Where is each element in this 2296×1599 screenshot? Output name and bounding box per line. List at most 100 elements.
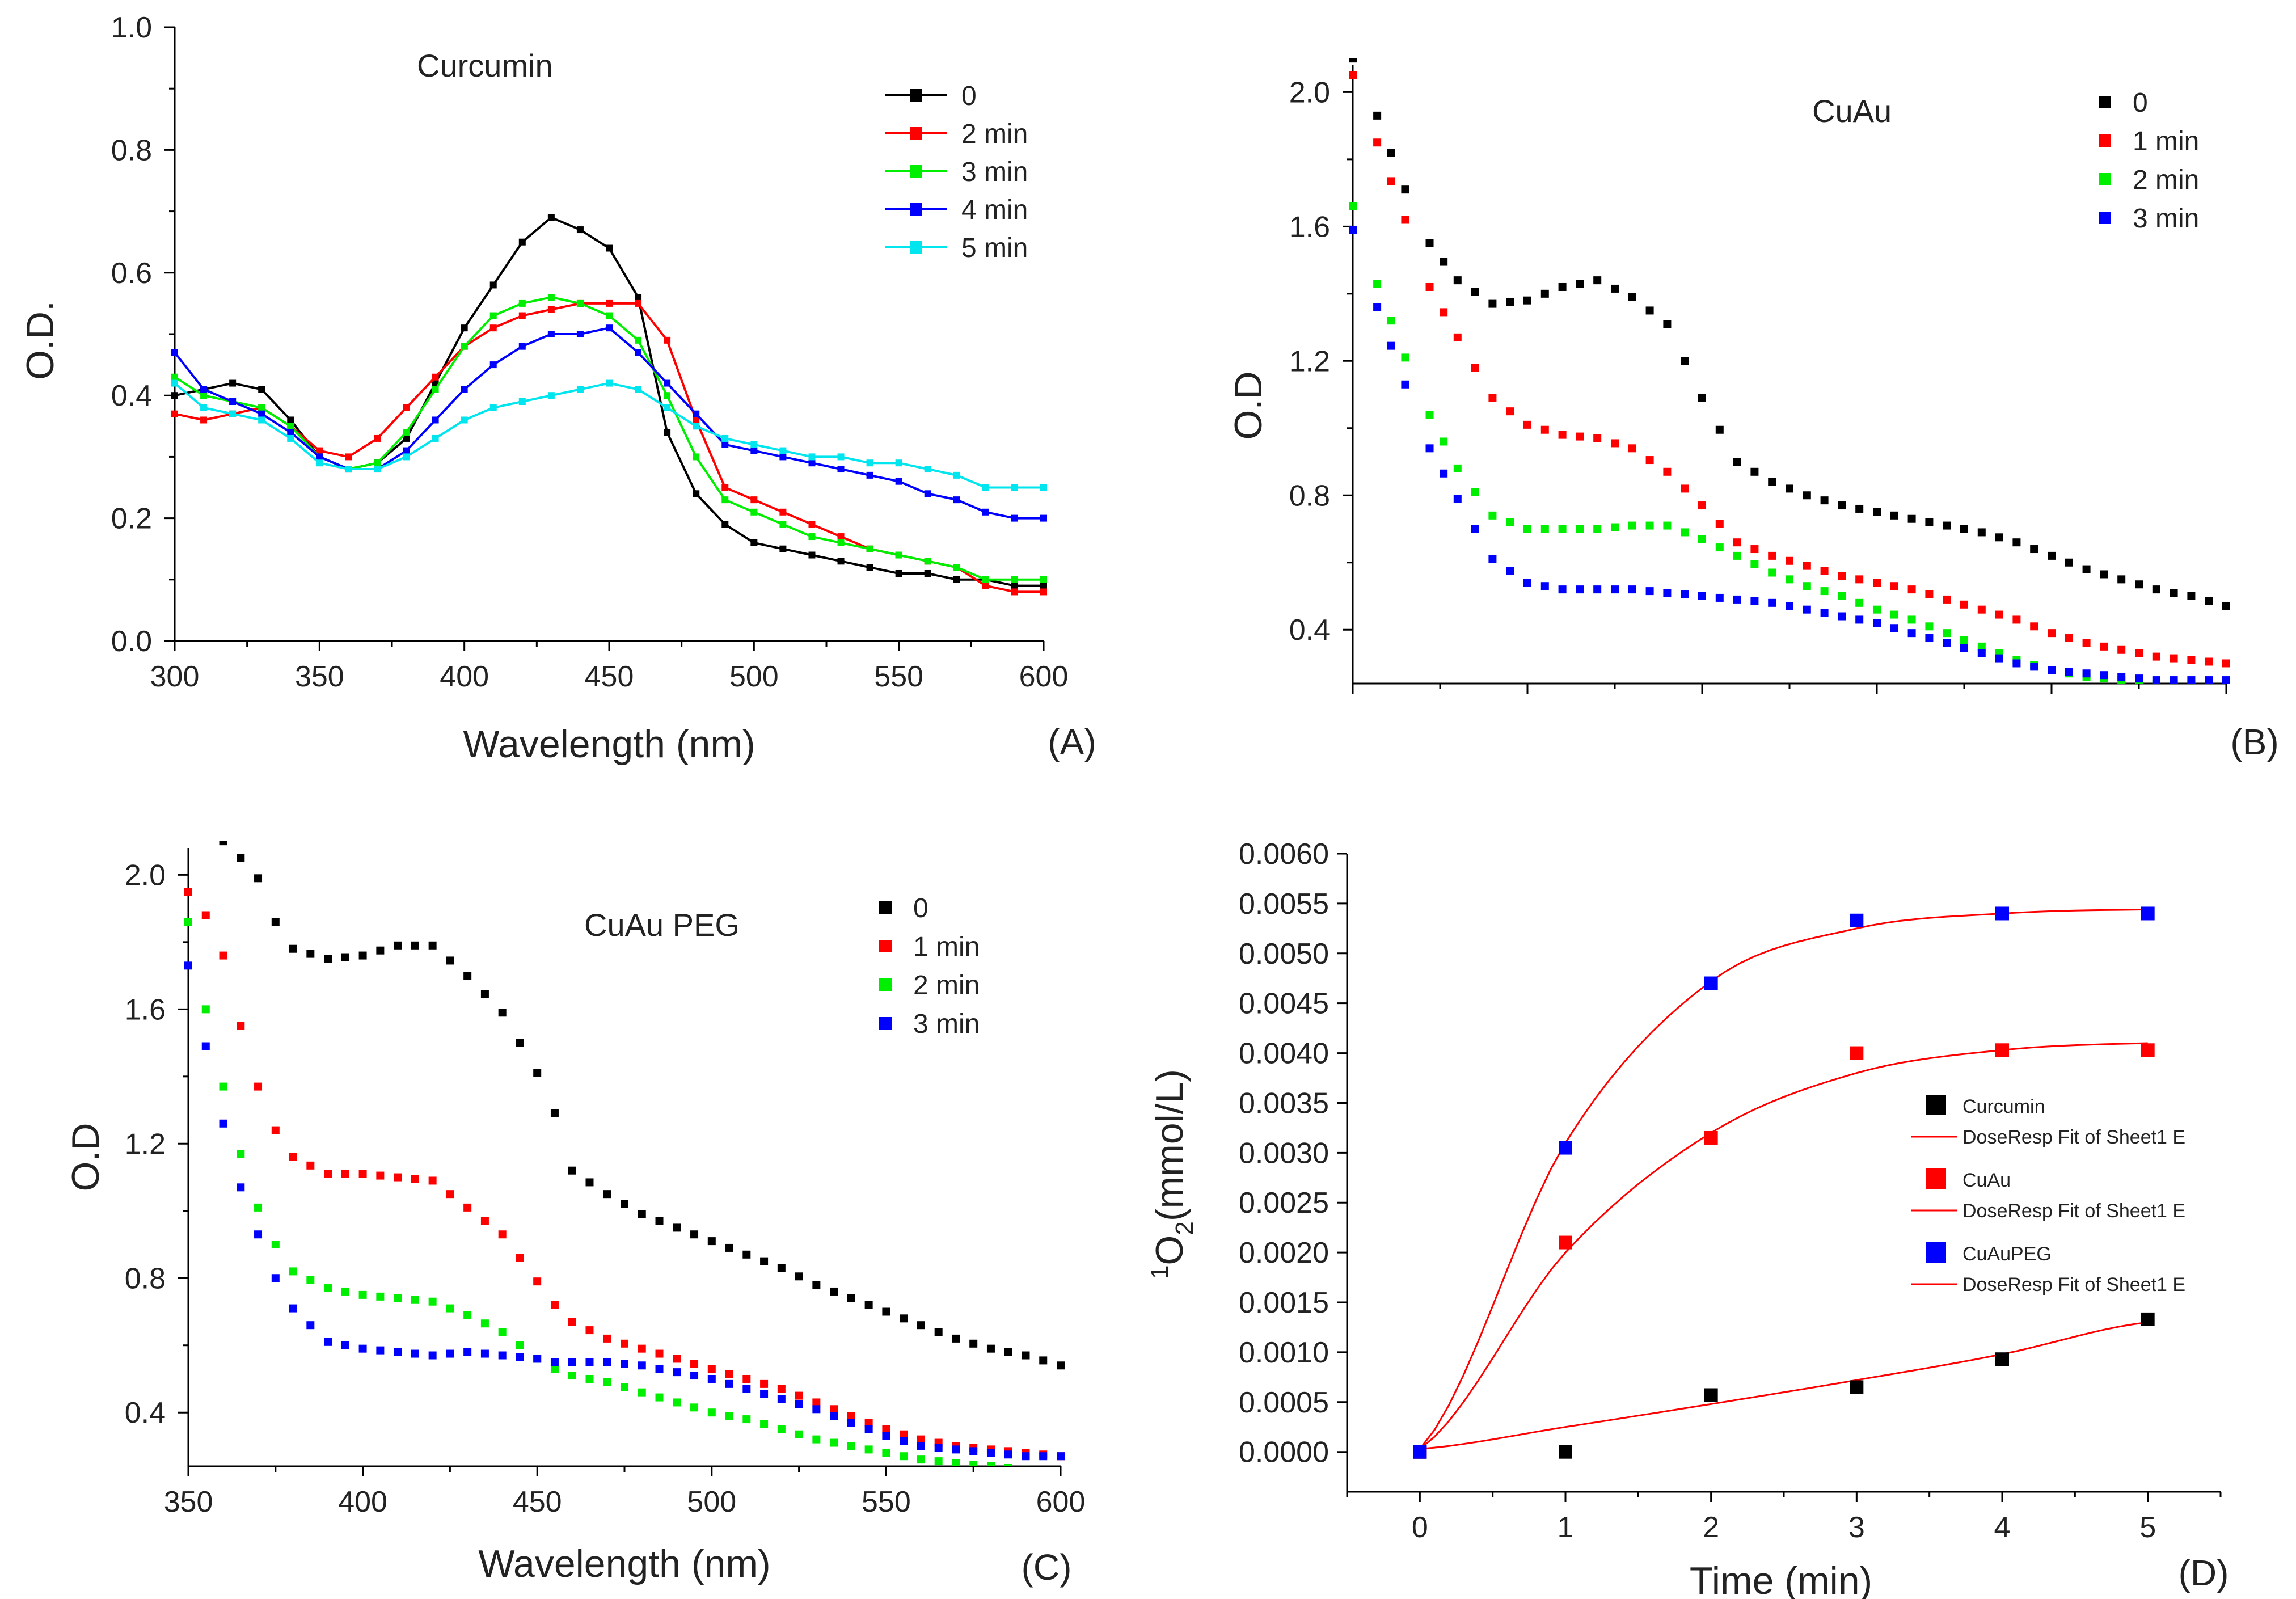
data-point [2082, 669, 2091, 678]
data-point [917, 1442, 925, 1450]
data-point [1373, 280, 1382, 288]
data-point [795, 1391, 803, 1400]
data-point [2141, 906, 2155, 921]
legend-swatch-marker [2099, 96, 2111, 108]
data-point [866, 459, 873, 467]
data-point [638, 1388, 646, 1397]
data-point [358, 1290, 367, 1299]
data-point [1960, 525, 1968, 533]
data-point [1995, 906, 2009, 921]
data-point [664, 429, 671, 436]
data-point [568, 1318, 576, 1326]
data-point [673, 1398, 681, 1407]
data-point [461, 343, 468, 350]
data-point [171, 373, 178, 381]
data-point [603, 1358, 611, 1366]
data-point [1698, 394, 1706, 402]
data-point [516, 1353, 524, 1361]
data-point [603, 1378, 611, 1386]
data-point [1523, 296, 1531, 305]
panel-c-cuau-peg: 350 400 450 500 550 600 0.4 0.8 1.2 1.6 2.0 CuAu PE… [64, 841, 1086, 1588]
data-point [924, 558, 931, 565]
data-point [707, 1237, 716, 1246]
data-point [812, 1281, 821, 1289]
data-point [289, 1304, 297, 1313]
data-point [533, 1069, 542, 1077]
x-tick-label: 0 [1412, 1511, 1428, 1544]
data-point [1540, 525, 1549, 533]
legend-label: 3 min [2133, 204, 2199, 234]
x-tick-label: 450 [513, 1486, 562, 1518]
data-point [585, 1326, 594, 1335]
series-3-min [1349, 226, 2230, 684]
series-5-min [171, 379, 1047, 491]
legend-swatch-marker [879, 978, 892, 991]
legend-label: 0 [913, 893, 928, 923]
data-point [1040, 588, 1047, 596]
data-point [2135, 580, 2143, 589]
data-point [1401, 353, 1409, 362]
data-point [1558, 525, 1567, 533]
data-point [489, 281, 497, 289]
data-point [533, 1277, 542, 1286]
data-point [2030, 663, 2038, 671]
data-point [750, 508, 758, 516]
y-tick-label: 1.6 [125, 993, 166, 1026]
data-point [1786, 602, 1793, 610]
legend-label: 4 min [961, 195, 1028, 225]
data-point [1681, 528, 1689, 537]
data-point [547, 306, 555, 313]
data-point [2082, 639, 2091, 647]
data-point [1576, 432, 1584, 441]
data-point [1907, 615, 1916, 624]
data-point [306, 1321, 315, 1330]
legend-swatch-marker [879, 1017, 892, 1030]
data-point [498, 1009, 507, 1017]
data-point [1681, 357, 1689, 365]
data-point [547, 392, 555, 399]
y-tick-label: 0.2 [111, 503, 152, 535]
data-point [1004, 1348, 1012, 1356]
data-point [1401, 216, 1409, 224]
y-title-main: O [1148, 1235, 1191, 1265]
series-4-min [171, 324, 1047, 522]
data-point [693, 490, 700, 497]
series-0 [171, 214, 1047, 589]
legend-swatch-marker [1926, 1095, 1946, 1115]
data-point [1611, 284, 1619, 293]
data-point [1943, 521, 1951, 530]
x-tick-label: 600 [1036, 1486, 1086, 1518]
data-point [934, 1457, 943, 1466]
data-point [171, 349, 178, 356]
data-point [498, 1328, 507, 1336]
y-tick-label: 0.8 [125, 1262, 166, 1295]
data-point [1850, 913, 1864, 927]
data-point [621, 1360, 628, 1368]
data-point [568, 1372, 576, 1380]
data-point [254, 1082, 263, 1091]
y-tick-label: 0.4 [1289, 614, 1330, 647]
data-point [403, 453, 410, 461]
series-CuAuPEG [1413, 906, 2155, 1459]
data-point [576, 299, 584, 307]
data-point [518, 343, 526, 350]
data-point [837, 533, 845, 541]
data-point [864, 1425, 873, 1433]
data-point [1628, 293, 1636, 301]
legend-label: DoseResp Fit of Sheet1 E [1962, 1127, 2185, 1148]
data-point [812, 1405, 821, 1414]
data-point [461, 416, 468, 424]
data-point [2135, 674, 2143, 683]
legend-swatch-marker [910, 127, 922, 140]
data-point [1925, 634, 1934, 643]
data-point [1425, 282, 1434, 291]
data-point [489, 324, 497, 332]
data-point [969, 1447, 978, 1455]
data-point [1977, 528, 1986, 537]
data-point [1704, 1388, 1718, 1402]
data-point [1057, 1361, 1065, 1370]
data-point [750, 441, 758, 448]
data-point [550, 1365, 559, 1373]
data-point [403, 429, 410, 436]
data-point [1943, 629, 1951, 638]
